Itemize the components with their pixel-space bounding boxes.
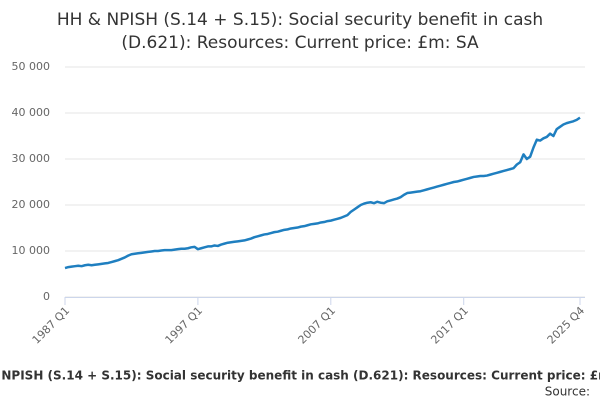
source: Source: [545, 385, 590, 399]
y-tick-label: 30 000 [12, 152, 51, 165]
line-series [64, 116, 581, 270]
y-tick-label: 0 [43, 290, 50, 303]
footer: HH & NPISH (S.14 + S.15): Social securit… [0, 369, 600, 383]
x-tick-label: 2025 Q4 [545, 304, 588, 347]
x-tick-label: 1987 Q1 [30, 304, 73, 347]
y-tick-label: 20 000 [12, 198, 51, 211]
chart-title: HH & NPISH (S.14 + S.15): Social securit… [57, 10, 543, 30]
x-tick-label: 2007 Q1 [296, 304, 339, 347]
x-tick-label: 2017 Q1 [428, 304, 471, 347]
chart-title: (D.621): Resources: Current price: £m: S… [121, 33, 479, 53]
y-tick-label: 50 000 [12, 60, 51, 73]
x-tick-label: 1997 Q1 [163, 304, 206, 347]
y-tick-label: 40 000 [12, 106, 51, 119]
y-tick-label: 10 000 [12, 244, 51, 257]
